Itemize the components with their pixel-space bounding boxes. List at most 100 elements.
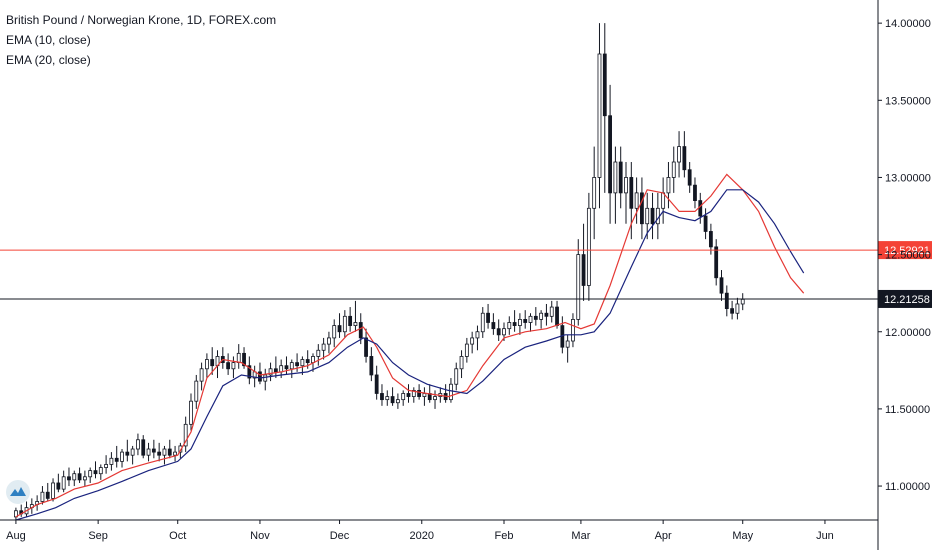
candle bbox=[708, 223, 713, 255]
candle-body bbox=[602, 53, 607, 117]
ema10-label[interactable]: EMA (10, close) bbox=[6, 33, 91, 47]
candle bbox=[528, 313, 533, 332]
candle bbox=[14, 507, 18, 520]
candle bbox=[348, 307, 353, 332]
candle bbox=[199, 362, 204, 391]
candle-body bbox=[258, 371, 262, 382]
candle bbox=[77, 467, 82, 483]
candle-body bbox=[555, 306, 559, 326]
candle bbox=[364, 328, 368, 363]
candle bbox=[342, 310, 347, 338]
candle-body bbox=[480, 312, 485, 333]
ema20-line bbox=[15, 189, 805, 521]
candle bbox=[385, 390, 390, 406]
symbol-title[interactable]: British Pound / Norwegian Krone, 1D, FOR… bbox=[6, 13, 277, 27]
candle-body bbox=[655, 207, 660, 225]
time-tick-label: May bbox=[732, 530, 753, 542]
time-tick-label: Feb bbox=[495, 530, 514, 542]
candle-body bbox=[687, 169, 692, 186]
candle bbox=[677, 131, 681, 178]
candle bbox=[496, 319, 501, 342]
candle bbox=[454, 362, 459, 391]
price-tick-label: 11.00000 bbox=[885, 481, 930, 493]
time-axis[interactable]: Aug Sep Oct Nov Dec 2020 Feb Mar Apr May Jun bbox=[0, 519, 878, 542]
candle bbox=[141, 435, 146, 459]
candle bbox=[693, 177, 697, 209]
candle-body bbox=[449, 383, 453, 401]
candle-body bbox=[300, 359, 305, 367]
candle-body bbox=[231, 362, 236, 370]
price-axis[interactable]: 11.00000 11.50000 12.00000 12.50000 13.00000… bbox=[877, 0, 931, 550]
price-tick-label: 13.50000 bbox=[885, 95, 931, 107]
candle bbox=[422, 387, 427, 406]
candle bbox=[597, 23, 602, 209]
candle bbox=[72, 470, 77, 487]
candle-body bbox=[380, 393, 384, 401]
candle-body bbox=[268, 368, 273, 376]
candle bbox=[61, 470, 66, 493]
candle bbox=[523, 310, 528, 329]
candle bbox=[120, 449, 124, 468]
candle-body bbox=[406, 393, 411, 397]
candle-body bbox=[104, 464, 109, 468]
candle bbox=[618, 146, 623, 209]
candle bbox=[730, 300, 735, 320]
time-tick-label: Jun bbox=[816, 530, 834, 542]
price-tick-label: 11.50000 bbox=[885, 404, 930, 416]
candle-body bbox=[592, 177, 597, 209]
candle-body bbox=[210, 359, 215, 367]
candle-body bbox=[586, 207, 591, 286]
candle-body bbox=[661, 192, 666, 209]
candle-body bbox=[671, 161, 676, 178]
horizontal-lines-layer: 12.52921 12.21258 bbox=[0, 241, 932, 308]
candle bbox=[24, 501, 29, 517]
candle-body bbox=[385, 396, 390, 401]
candle-body bbox=[576, 254, 581, 320]
candle bbox=[390, 387, 395, 406]
candle-body bbox=[724, 292, 729, 310]
candle-body bbox=[640, 192, 644, 225]
candle bbox=[645, 192, 650, 240]
candle bbox=[247, 356, 252, 385]
candle bbox=[258, 362, 262, 385]
candle bbox=[236, 344, 241, 369]
candle-body bbox=[51, 482, 55, 499]
candle bbox=[374, 365, 379, 400]
candle bbox=[98, 464, 103, 480]
candle-body bbox=[629, 177, 634, 209]
candle-body bbox=[708, 231, 713, 248]
candle-body bbox=[82, 476, 87, 481]
candle bbox=[655, 192, 660, 240]
candle-body bbox=[242, 352, 246, 367]
candle bbox=[608, 84, 612, 224]
price-tick-label: 12.00000 bbox=[885, 327, 931, 339]
candle-body bbox=[544, 312, 549, 317]
candle bbox=[321, 337, 326, 360]
candle-body bbox=[624, 177, 628, 194]
price-tick-label: 13.00000 bbox=[885, 172, 931, 184]
candle bbox=[687, 162, 692, 193]
price-tag bbox=[878, 289, 932, 308]
candle bbox=[162, 445, 167, 465]
candle bbox=[571, 313, 575, 348]
time-tick-label: Apr bbox=[655, 530, 672, 542]
candle bbox=[284, 356, 289, 375]
candle bbox=[226, 353, 231, 375]
candle bbox=[380, 384, 384, 406]
time-tick-label: Mar bbox=[571, 530, 590, 542]
candle-body bbox=[72, 473, 77, 481]
candle-body bbox=[130, 448, 135, 456]
candle-body bbox=[507, 322, 512, 330]
candle bbox=[189, 393, 193, 431]
candle-body bbox=[236, 352, 241, 364]
tradingview-logo-icon[interactable] bbox=[6, 480, 30, 504]
ema20-label[interactable]: EMA (20, close) bbox=[6, 53, 91, 67]
candle-body bbox=[634, 192, 639, 209]
candle bbox=[395, 393, 400, 409]
candle-body bbox=[682, 146, 687, 171]
candle bbox=[194, 374, 199, 409]
candle-body bbox=[205, 359, 209, 370]
candle-body bbox=[56, 482, 61, 490]
candle-body bbox=[279, 365, 284, 373]
